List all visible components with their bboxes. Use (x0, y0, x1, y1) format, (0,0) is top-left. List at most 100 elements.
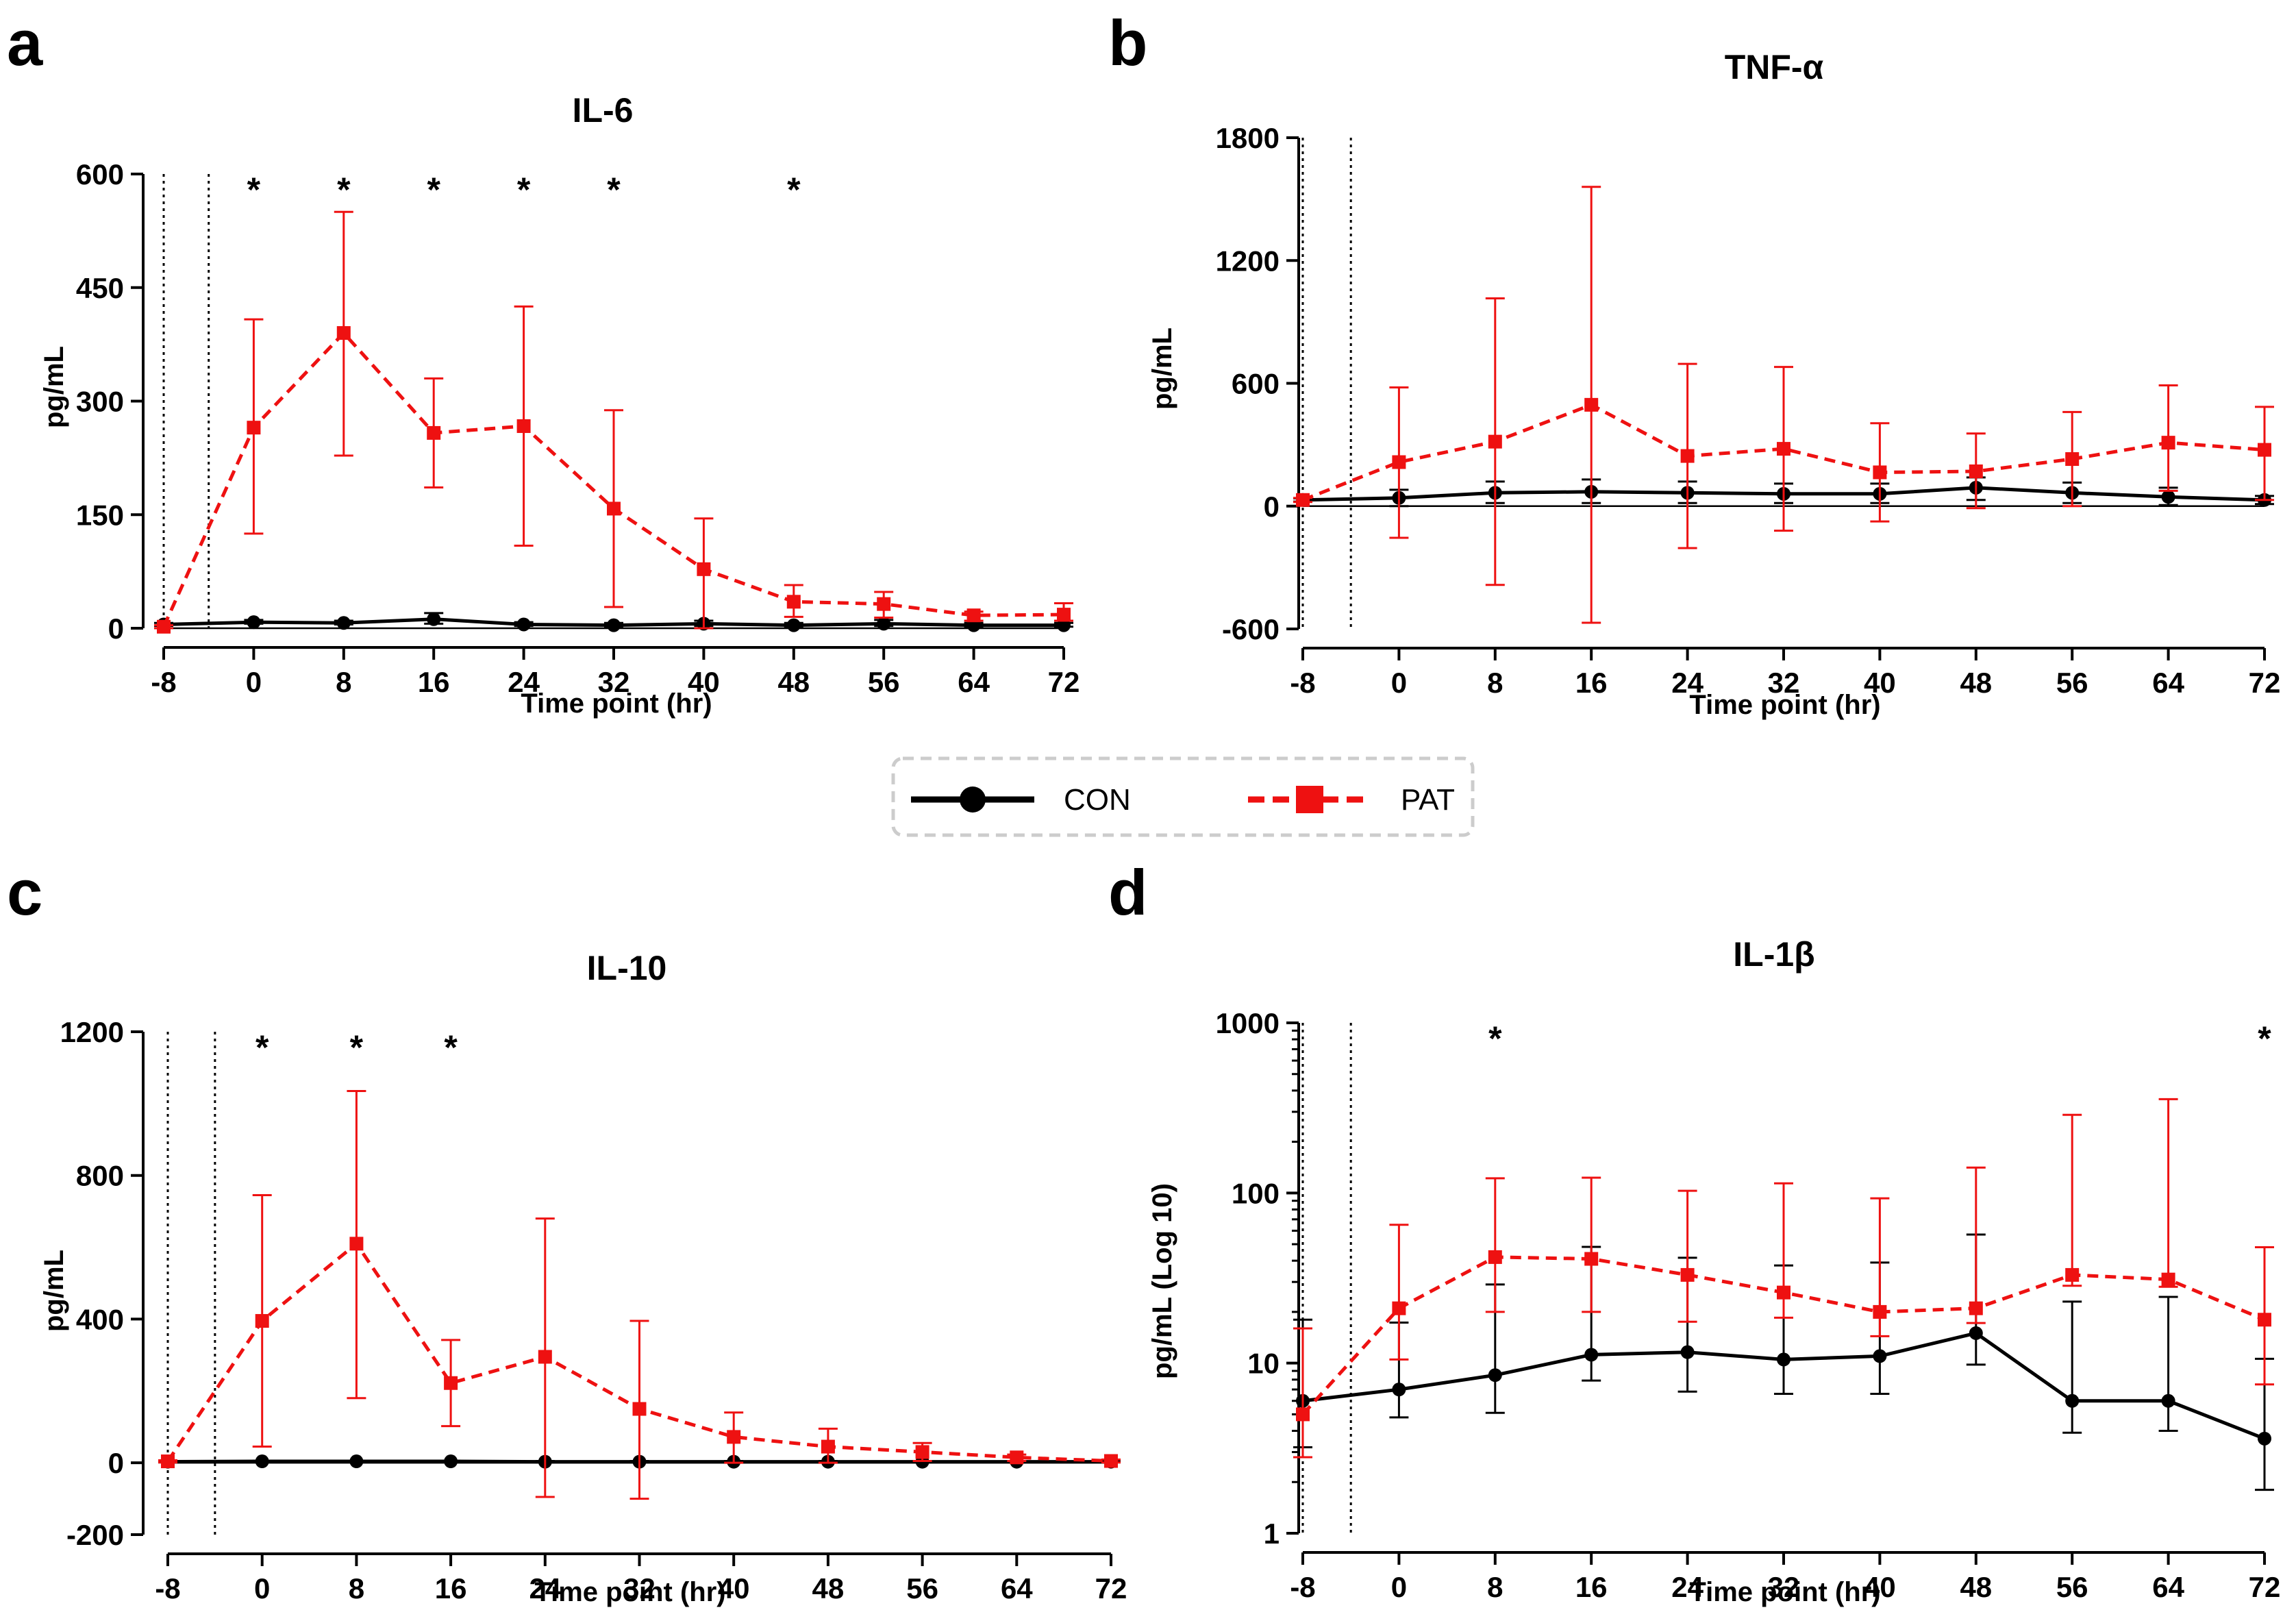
series-pat (158, 1090, 1121, 1500)
x-tick-label: 8 (1487, 667, 1503, 699)
y-tick-label: 400 (76, 1303, 124, 1335)
y-tick-label: 0 (108, 612, 124, 645)
data-point (1777, 1285, 1790, 1300)
x-tick-label: 24 (529, 1572, 561, 1605)
data-point (607, 501, 621, 516)
significance-star: * (427, 171, 440, 209)
data-point (2258, 1313, 2271, 1327)
x-tick-label: 48 (1960, 1571, 1992, 1603)
y-tick-label: 600 (1232, 368, 1280, 400)
data-point (161, 1454, 175, 1469)
data-point (1680, 1345, 1695, 1359)
y-tick-label: 0 (1264, 491, 1280, 523)
x-tick-label: -8 (1290, 667, 1315, 699)
data-point (538, 1350, 552, 1364)
y-tick-label: 1200 (60, 1016, 124, 1048)
y-tick-label: 1800 (1216, 122, 1280, 154)
x-axis-label: Time point (hr) (1689, 1577, 1880, 1607)
x-tick-label: 56 (2056, 1571, 2088, 1603)
x-tick-label: -8 (151, 666, 176, 698)
chart-title: IL-1β (1733, 935, 1814, 974)
data-point (1010, 1450, 1024, 1465)
x-tick-label: 72 (2249, 1571, 2281, 1603)
x-tick-label: 40 (688, 666, 720, 698)
x-tick-label: 40 (718, 1572, 750, 1605)
significance-star: * (1488, 1019, 1502, 1058)
x-tick-label: 56 (868, 666, 900, 698)
x-tick-label: -8 (1290, 1571, 1315, 1603)
x-tick-label: 8 (349, 1572, 364, 1605)
data-point (1777, 1352, 1790, 1367)
x-tick-label: 56 (2056, 667, 2088, 699)
data-point (1584, 1348, 1599, 1362)
x-tick-label: 0 (1391, 667, 1407, 699)
y-tick-label: 1000 (1216, 1007, 1280, 1039)
x-tick-label: 32 (598, 666, 630, 698)
x-tick-label: 64 (2152, 1571, 2184, 1603)
x-tick-label: 64 (958, 666, 990, 698)
x-tick-label: 16 (1575, 1571, 1608, 1603)
data-point (247, 421, 261, 435)
legend-con-label: CON (1064, 783, 1131, 817)
chart-title: IL-6 (573, 91, 634, 129)
chart-title: IL-10 (587, 949, 667, 987)
data-point (1777, 442, 1790, 456)
legend: CON PAT (891, 756, 1475, 837)
significance-star: * (607, 171, 621, 209)
significance-star: * (337, 171, 351, 209)
data-point (1873, 465, 1887, 480)
data-point (247, 615, 261, 630)
data-point (1584, 1252, 1599, 1266)
y-tick-label: 800 (76, 1160, 124, 1192)
panel-letter-a: a (7, 7, 43, 79)
data-point (786, 595, 801, 609)
panel-a: a IL-6 0 150 300 450 600 -8 0 8 16 24 32 40 48 56 64 72 Ti… (7, 7, 1080, 719)
legend-pat-marker (1296, 786, 1323, 813)
x-axis-label: Time point (hr) (1689, 690, 1880, 720)
significance-star: * (247, 171, 261, 209)
data-point (821, 1439, 835, 1454)
data-point (1969, 1301, 1983, 1315)
data-point (2065, 1267, 2080, 1282)
data-point (1488, 1368, 1502, 1383)
x-tick-label: 72 (1048, 666, 1080, 698)
x-tick-label: 48 (1960, 667, 1992, 699)
data-point (1057, 618, 1071, 632)
data-point (607, 618, 621, 632)
data-point (2065, 452, 2080, 467)
data-point (336, 616, 351, 630)
data-point (915, 1445, 929, 1459)
legend-entry-pat: PAT (1248, 783, 1455, 817)
significance-star: * (2258, 1019, 2271, 1058)
x-tick-label: 72 (1095, 1572, 1127, 1605)
data-point (2161, 490, 2175, 504)
data-point (516, 617, 531, 632)
y-tick-label: 150 (76, 499, 124, 531)
y-axis-label: pg/mL (1147, 327, 1177, 410)
y-tick-label: 1 (1264, 1517, 1280, 1550)
x-tick-label: 24 (1671, 1571, 1704, 1603)
data-point (336, 326, 351, 340)
data-point (1392, 455, 1406, 469)
x-tick-label: 72 (2249, 667, 2281, 699)
data-point (1488, 434, 1502, 449)
data-point (786, 618, 801, 632)
x-tick-label: 16 (1575, 667, 1608, 699)
panel-letter-b: b (1108, 7, 1147, 79)
data-point (1057, 608, 1071, 622)
x-tick-label: 8 (1487, 1571, 1503, 1603)
x-tick-label: 8 (336, 666, 351, 698)
panel-letter-c: c (7, 856, 42, 928)
data-point (727, 1430, 741, 1444)
y-tick-label: 1200 (1216, 245, 1280, 277)
series-pat (1293, 1098, 2274, 1459)
y-tick-label: 10 (1247, 1348, 1280, 1380)
significance-star: * (787, 171, 801, 209)
data-point (349, 1454, 364, 1469)
x-tick-label: 40 (1864, 1571, 1896, 1603)
x-tick-label: 64 (1001, 1572, 1033, 1605)
significance-star: * (350, 1028, 364, 1067)
x-tick-label: 48 (812, 1572, 845, 1605)
data-point (2161, 1272, 2175, 1287)
